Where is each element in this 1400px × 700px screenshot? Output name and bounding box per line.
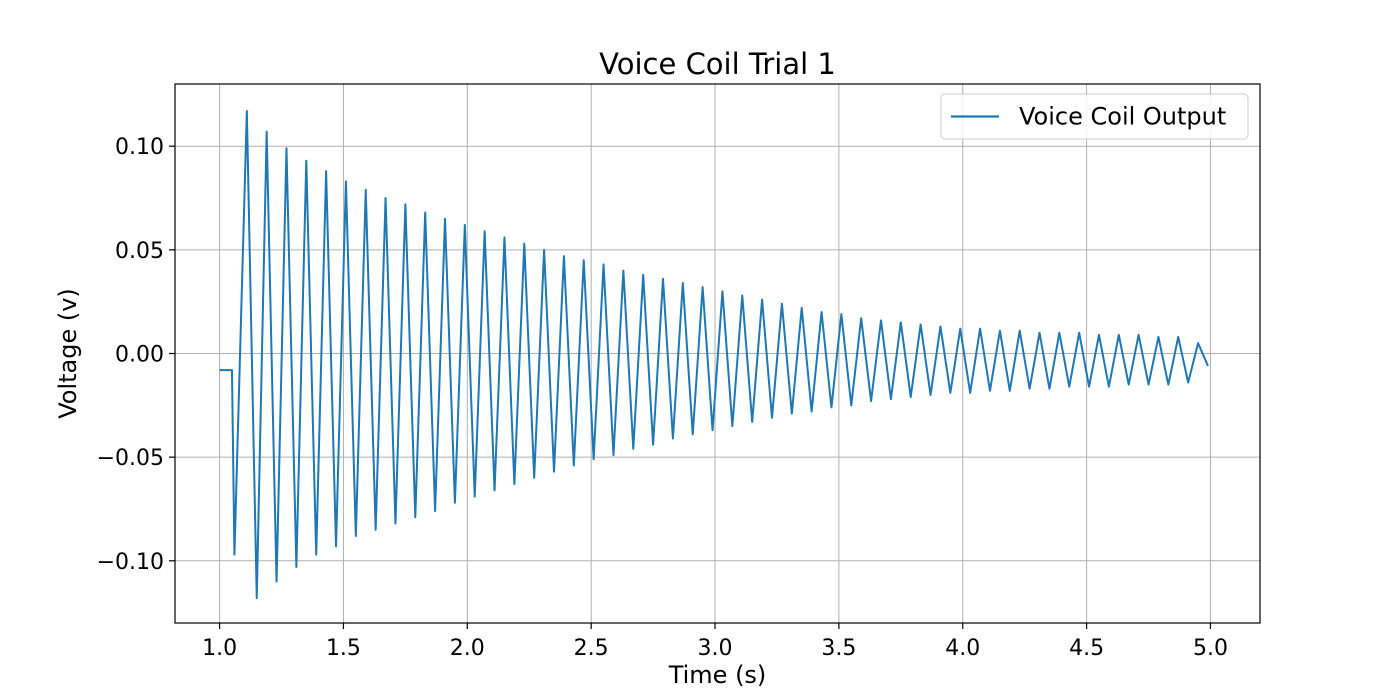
legend: Voice Coil Output — [940, 93, 1249, 140]
x-tick-label: 4.5 — [1069, 636, 1104, 661]
series-line-voice-coil-output — [219, 109, 1209, 600]
legend-box — [940, 93, 1249, 140]
x-tick-label: 2.5 — [574, 636, 609, 661]
x-tick-label: 1.0 — [202, 636, 237, 661]
x-axis-label: Time (s) — [668, 661, 767, 689]
x-tick-label: 5.0 — [1193, 636, 1228, 661]
y-tick-label: 0.10 — [115, 135, 164, 160]
chart-title: Voice Coil Trial 1 — [599, 47, 836, 81]
y-tick-label: −0.10 — [97, 550, 164, 575]
grid — [175, 84, 1260, 623]
x-tick-label: 4.0 — [945, 636, 980, 661]
series-layer — [219, 109, 1209, 600]
y-tick-label: −0.05 — [97, 446, 164, 471]
axis-ticks: 1.0 1.5 2.0 2.5 3.0 3.5 4.0 4.5 5.0 −0.10 −0.05 0.0… — [97, 135, 1228, 661]
x-tick-label: 3.0 — [698, 636, 733, 661]
x-tick-label: 1.5 — [326, 636, 361, 661]
legend-entry-label: Voice Coil Output — [1019, 103, 1226, 131]
y-axis-label: Voltage (v) — [54, 288, 82, 419]
y-tick-label: 0.05 — [115, 239, 164, 264]
x-tick-label: 3.5 — [821, 636, 856, 661]
x-tick-label: 2.0 — [450, 636, 485, 661]
y-tick-label: 0.00 — [115, 343, 164, 368]
